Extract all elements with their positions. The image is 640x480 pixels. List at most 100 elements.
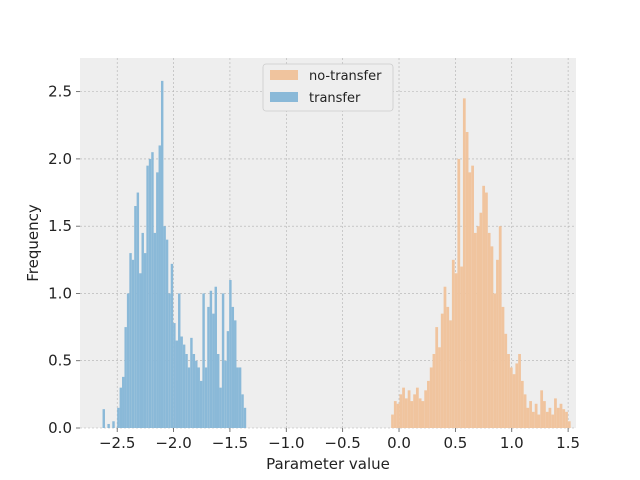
histogram-bar-no-transfer — [479, 212, 483, 428]
histogram-bar-no-transfer — [485, 192, 488, 428]
histogram-bar-no-transfer — [565, 411, 568, 428]
histogram-bar-no-transfer — [432, 354, 436, 428]
histogram-bar-transfer — [158, 145, 161, 429]
histogram-bar-transfer — [175, 340, 179, 428]
legend-label-no-transfer: no-transfer — [309, 69, 382, 84]
histogram-bar-transfer — [122, 376, 125, 428]
histogram-bar-no-transfer — [454, 273, 458, 428]
histogram-bar-transfer — [136, 192, 140, 428]
histogram-bar-transfer — [185, 354, 188, 428]
histogram-bar-transfer — [131, 259, 135, 428]
histogram-bar-no-transfer — [438, 347, 441, 428]
x-tick-label: −2.5 — [99, 434, 135, 452]
histogram-bar-transfer — [165, 239, 169, 428]
histogram-bar-no-transfer — [391, 414, 394, 428]
y-tick-label: 0.0 — [48, 419, 72, 437]
histogram-bar-transfer — [229, 280, 232, 428]
histogram-bar-transfer — [102, 409, 105, 428]
histogram-bar-no-transfer — [443, 286, 447, 428]
histogram-bar-transfer — [112, 421, 115, 428]
x-tick-label: −1.0 — [268, 434, 304, 452]
histogram-bar-no-transfer — [460, 266, 463, 428]
histogram-bar-no-transfer — [509, 367, 513, 428]
y-axis-ticks: 0.0 0.5 1.0 1.5 2.0 2.5 — [48, 83, 80, 437]
y-tick-label: 2.5 — [48, 83, 72, 101]
x-tick-label: −2.0 — [155, 434, 191, 452]
histogram-bar-transfer — [163, 226, 166, 428]
histogram-bar-no-transfer — [413, 394, 416, 428]
y-tick-label: 0.5 — [48, 352, 72, 370]
histogram-bar-transfer — [195, 360, 198, 428]
histogram-bar-transfer — [156, 172, 159, 428]
histogram-bar-transfer — [224, 360, 227, 428]
histogram-bar-no-transfer — [449, 320, 452, 428]
histogram-bar-no-transfer — [471, 165, 474, 429]
histogram-bar-transfer — [243, 407, 247, 428]
histogram-bar-no-transfer — [451, 259, 455, 428]
histogram-bar-transfer — [212, 313, 215, 428]
histogram-bar-no-transfer — [537, 414, 541, 428]
histogram-bar-transfer — [168, 293, 171, 428]
histogram-bar-no-transfer — [465, 132, 469, 428]
histogram-bar-no-transfer — [476, 226, 480, 428]
histogram-bar-transfer — [180, 336, 183, 428]
histogram-bar-no-transfer — [493, 293, 497, 428]
legend-label-transfer: transfer — [309, 91, 361, 106]
x-tick-label: −1.5 — [212, 434, 248, 452]
histogram-bar-no-transfer — [399, 394, 403, 428]
x-axis-ticks: −2.5 −2.0 −1.5 −1.0 −0.5 0.0 0.5 1.0 1.5 — [99, 428, 580, 452]
histogram-bar-no-transfer — [498, 226, 502, 428]
histogram-bar-transfer — [143, 253, 147, 428]
histogram-bar-no-transfer — [421, 401, 425, 428]
histogram-bar-no-transfer — [429, 367, 433, 428]
histogram-bar-no-transfer — [512, 374, 516, 428]
histogram-bar-no-transfer — [404, 398, 408, 428]
histogram-bar-transfer — [207, 306, 210, 428]
histogram-bar-transfer — [226, 331, 230, 428]
histogram-bar-transfer — [170, 263, 174, 428]
histogram-bar-no-transfer — [482, 185, 486, 428]
histogram-bar-no-transfer — [462, 98, 466, 428]
histogram-bar-no-transfer — [435, 327, 439, 428]
y-tick-label: 1.0 — [48, 284, 72, 302]
histogram-bar-transfer — [221, 293, 225, 428]
histogram-bar-transfer — [141, 232, 144, 428]
histogram-bar-transfer — [119, 387, 123, 428]
histogram-bar-transfer — [107, 423, 110, 428]
bars — [102, 80, 571, 429]
histogram-bar-transfer — [204, 367, 208, 428]
histogram-bar-no-transfer — [520, 380, 524, 428]
histogram-bar-transfer — [151, 152, 154, 428]
histogram-bar-transfer — [153, 232, 157, 428]
histogram-bar-transfer — [126, 293, 130, 428]
histogram-bar-transfer — [197, 367, 200, 428]
histogram-bar-no-transfer — [554, 398, 557, 428]
histogram-bar-transfer — [117, 407, 120, 428]
histogram-bar-transfer — [216, 354, 220, 428]
histogram-bar-transfer — [192, 354, 196, 428]
histogram-bar-transfer — [178, 293, 181, 428]
histogram-bar-no-transfer — [526, 407, 530, 428]
x-tick-label: 0.5 — [443, 434, 467, 452]
histogram-bar-no-transfer — [562, 409, 566, 428]
legend-swatch-transfer — [270, 92, 298, 102]
y-tick-label: 2.0 — [48, 150, 72, 168]
histogram-bar-no-transfer — [446, 306, 450, 428]
histogram-bar-transfer — [214, 286, 217, 428]
histogram-bar-no-transfer — [515, 363, 519, 428]
histogram-bar-no-transfer — [556, 407, 560, 428]
histogram-bar-no-transfer — [490, 246, 494, 428]
histogram-bar-no-transfer — [418, 398, 422, 428]
x-tick-label: −0.5 — [324, 434, 360, 452]
histogram-bar-transfer — [173, 323, 176, 428]
histogram-bar-transfer — [187, 367, 191, 428]
y-axis-label: Frequency — [24, 204, 42, 282]
histogram-bar-transfer — [234, 320, 237, 428]
x-axis-label: Parameter value — [266, 455, 390, 473]
histogram-bar-transfer — [182, 344, 186, 428]
histogram-bar-no-transfer — [393, 401, 397, 428]
histogram-bar-no-transfer — [548, 407, 552, 428]
histogram-bar-no-transfer — [559, 403, 563, 428]
histogram-bar-no-transfer — [501, 306, 505, 428]
